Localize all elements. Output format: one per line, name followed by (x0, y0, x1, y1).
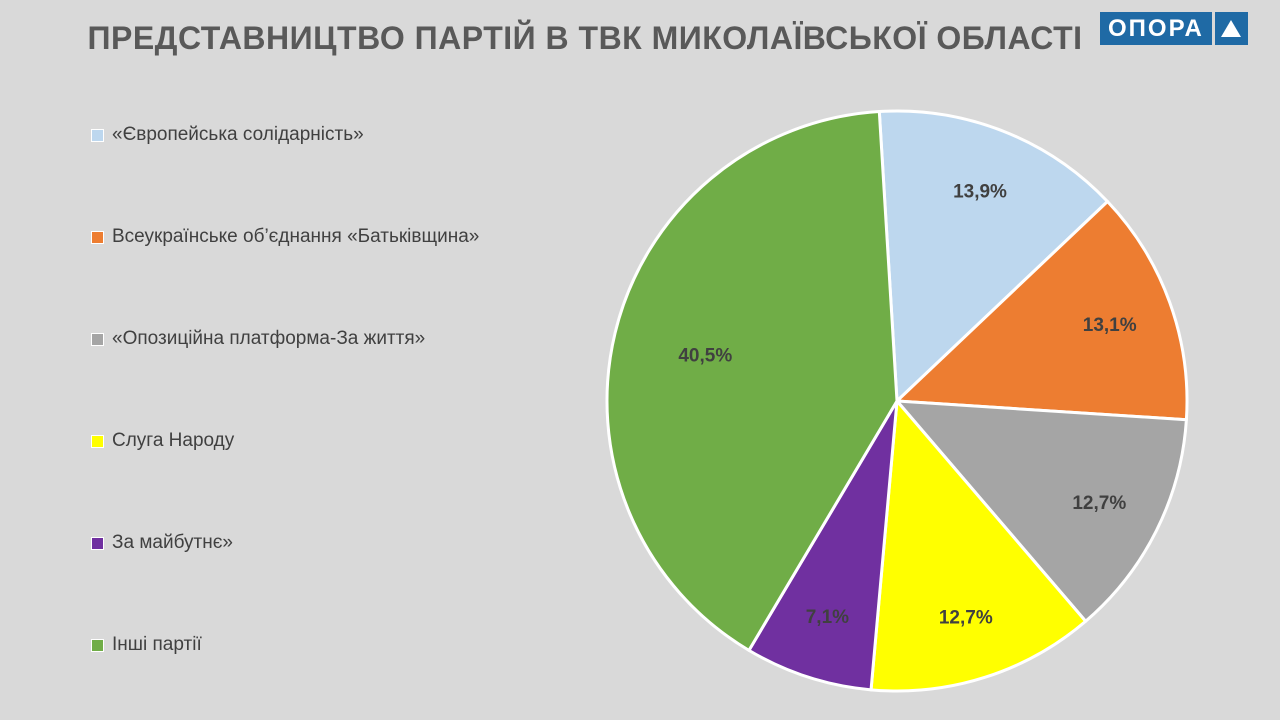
legend-label: «Опозиційна платформа-За життя» (112, 328, 426, 349)
legend-swatch (91, 128, 104, 142)
legend-item: Всеукраїнське об’єднання «Батьківщина» (91, 224, 479, 250)
pie-slice (895, 200, 1189, 422)
pie-slice (605, 110, 899, 652)
slice-data-label: 12,7% (1072, 493, 1126, 514)
legend-swatch (91, 434, 104, 448)
logo-text: ОПОРА (1100, 12, 1212, 45)
pie-slice (747, 399, 899, 692)
chart-title: ПРЕДСТАВНИЦТВО ПАРТІЙ В ТВК МИКОЛАЇВСЬКО… (87, 20, 1083, 56)
pie-slice (877, 109, 1109, 403)
legend-item: «Опозиційна платформа-За життя» (91, 326, 425, 352)
legend-item: За майбутнє» (91, 530, 233, 556)
legend-swatch (91, 230, 104, 244)
legend-label: За майбутнє» (112, 532, 233, 553)
legend-label: Інші партії (112, 634, 202, 655)
legend-swatch (91, 638, 104, 652)
pie-slice (895, 399, 1188, 623)
legend-label: «Європейська солідарність» (112, 124, 364, 145)
opora-logo: ОПОРА (1100, 12, 1248, 45)
legend-item: Слуга Народу (91, 428, 234, 454)
legend-swatch (91, 536, 104, 550)
legend-label: Слуга Народу (112, 430, 235, 451)
legend-swatch (91, 332, 104, 346)
triangle-up-icon (1214, 12, 1248, 45)
legend-item: «Європейська солідарність» (91, 122, 364, 148)
slice-data-label: 13,1% (1083, 315, 1137, 336)
slice-data-label: 13,9% (953, 182, 1007, 203)
slice-data-label: 40,5% (678, 346, 732, 367)
pie-slice (869, 399, 1088, 693)
slice-data-label: 7,1% (806, 607, 849, 628)
slice-data-label: 12,7% (939, 608, 993, 629)
legend-item: Інші партії (91, 632, 202, 658)
legend-label: Всеукраїнське об’єднання «Батьківщина» (112, 226, 480, 247)
